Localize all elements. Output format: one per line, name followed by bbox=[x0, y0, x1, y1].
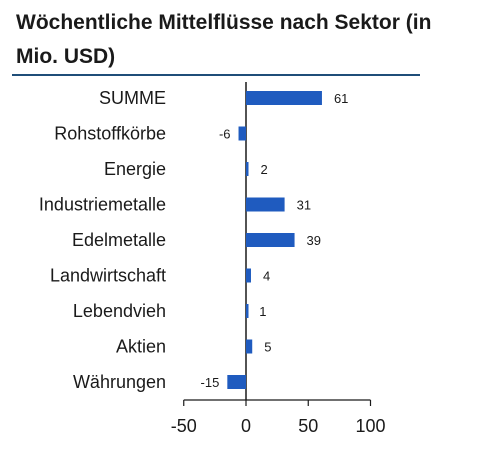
data-label: 1 bbox=[259, 304, 266, 319]
data-label: -15 bbox=[201, 375, 220, 390]
category-label: Rohstoffkörbe bbox=[54, 124, 166, 144]
data-label: 61 bbox=[334, 91, 348, 106]
bar bbox=[238, 126, 246, 141]
category-label: Edelmetalle bbox=[72, 230, 166, 250]
x-tick-label: -50 bbox=[171, 416, 197, 436]
data-label: 31 bbox=[297, 198, 311, 213]
category-label: Währungen bbox=[73, 372, 166, 392]
bar bbox=[227, 375, 246, 389]
x-tick-label: 0 bbox=[241, 416, 251, 436]
bar bbox=[246, 268, 251, 283]
bar bbox=[246, 162, 249, 176]
x-tick-label: 50 bbox=[298, 416, 318, 436]
bar bbox=[246, 339, 253, 354]
category-label: Industriemetalle bbox=[39, 195, 166, 215]
category-label: Energie bbox=[104, 159, 166, 179]
data-label: 2 bbox=[260, 162, 267, 177]
category-label: Aktien bbox=[116, 337, 166, 357]
category-label: Lebendvieh bbox=[73, 301, 166, 321]
bar bbox=[246, 304, 249, 318]
data-label: -6 bbox=[219, 127, 231, 142]
bar bbox=[246, 197, 285, 212]
data-label: 4 bbox=[263, 269, 270, 284]
category-label: SUMME bbox=[99, 88, 166, 108]
category-label: Landwirtschaft bbox=[50, 266, 166, 286]
chart-title: Wöchentliche Mittelflüsse nach Sektor (i… bbox=[16, 11, 432, 68]
title-divider bbox=[12, 74, 420, 76]
bar bbox=[246, 91, 322, 105]
bar bbox=[246, 233, 295, 247]
x-tick-label: 100 bbox=[355, 416, 385, 436]
data-label: 39 bbox=[307, 233, 321, 248]
data-label: 5 bbox=[264, 340, 271, 355]
